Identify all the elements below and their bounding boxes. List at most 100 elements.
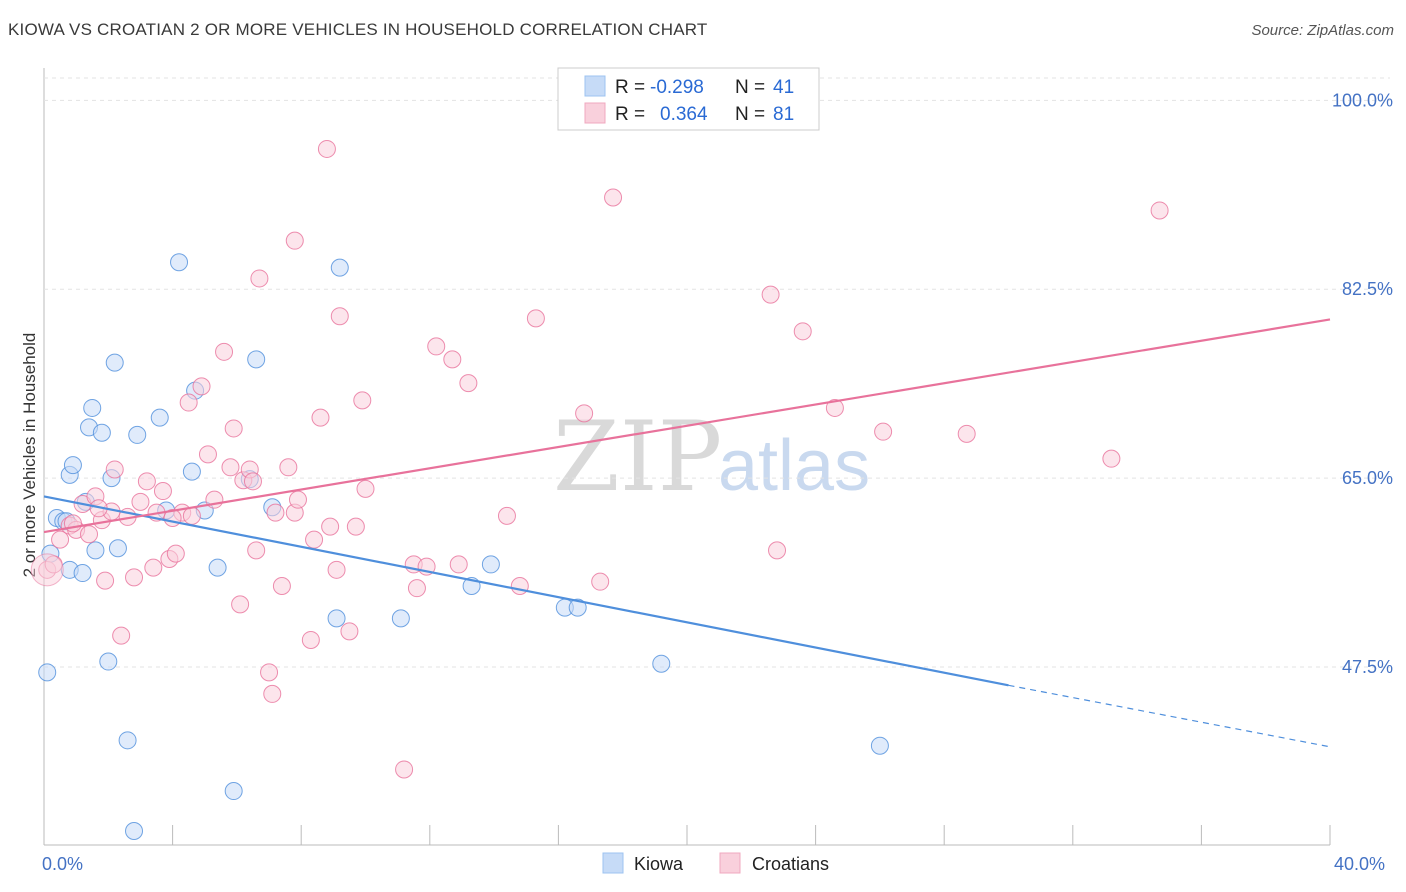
croatians-point (327, 560, 346, 579)
croatians-point (131, 492, 150, 511)
croatians-point (957, 424, 976, 443)
kiowa-point (170, 253, 189, 272)
croatians-point (105, 460, 124, 479)
series-legend: Kiowa Croatians (602, 852, 829, 874)
croatians-point (459, 374, 478, 393)
croatians-point (330, 307, 349, 326)
croatians-point (427, 337, 446, 356)
kiowa-point (182, 462, 201, 481)
legend-r-label: R = (615, 104, 645, 125)
croatians-point-cluster (30, 553, 64, 587)
croatians-point (182, 506, 201, 525)
croatians-point (1150, 201, 1169, 220)
croatians-point (144, 558, 163, 577)
legend-swatch-croatians (584, 102, 606, 124)
croatians-point (153, 482, 172, 501)
croatians-point (321, 517, 340, 536)
chart-title: KIOWA VS CROATIAN 2 OR MORE VEHICLES IN … (8, 20, 708, 39)
bottom-legend-label-kiowa: Kiowa (634, 854, 684, 874)
croatians-point (761, 285, 780, 304)
croatians-point (591, 572, 610, 591)
croatians-point (166, 544, 185, 563)
watermark-atlas: atlas (718, 426, 870, 506)
kiowa-point (128, 425, 147, 444)
y-axis-title: 2 or more Vehicles in Household (20, 333, 39, 578)
croatians-point (198, 445, 217, 464)
kiowa-trend-line (43, 495, 1009, 687)
gridlines (44, 77, 1390, 668)
croatians-point (356, 479, 375, 498)
croatians-point (301, 630, 320, 649)
kiowa-point (63, 456, 82, 475)
croatians-point (179, 393, 198, 412)
kiowa-point (38, 663, 57, 682)
kiowa-point (150, 408, 169, 427)
croatians-point (231, 595, 250, 614)
croatians-point (793, 322, 812, 341)
croatians-point (526, 309, 545, 328)
bottom-legend-swatch-kiowa (602, 852, 624, 874)
croatians-point (510, 577, 529, 595)
croatians-point (346, 517, 365, 536)
kiowa-point (208, 558, 227, 577)
kiowa-point (92, 423, 111, 442)
kiowa-point (330, 258, 349, 277)
x-tick-label-max: 40.0% (1334, 854, 1385, 874)
croatians-point (266, 503, 285, 522)
croatians-point (243, 472, 262, 491)
croatians-point (311, 408, 330, 427)
croatians-point (96, 571, 115, 590)
x-ticks (43, 825, 1331, 845)
croatians-point (407, 579, 426, 598)
croatians-point (395, 760, 414, 779)
croatians-point (260, 663, 279, 682)
y-tick-label: 100.0% (1332, 90, 1393, 110)
croatians-point (340, 622, 359, 641)
x-tick-label-min: 0.0% (42, 854, 83, 874)
legend-r-label: R = (615, 77, 645, 98)
croatians-point (272, 577, 291, 595)
croatians-point (288, 490, 307, 509)
kiowa-point (327, 609, 346, 628)
croatians-point (215, 342, 234, 361)
kiowa-point (86, 541, 105, 560)
y-tick-label: 47.5% (1342, 657, 1393, 677)
croatians-point (449, 555, 468, 574)
legend-r-value-kiowa: -0.298 (650, 77, 704, 98)
kiowa-point (568, 598, 587, 617)
kiowa-point (118, 731, 137, 750)
croatians-point (192, 377, 211, 396)
stats-legend: R = -0.298 N = 41 R = 0.364 N = 81 (557, 67, 820, 131)
croatians-point (221, 458, 240, 477)
legend-n-label: N = (735, 77, 765, 98)
croatians-point (604, 188, 623, 207)
croatians-point (112, 626, 131, 645)
croatians-point (263, 684, 282, 703)
croatians-point (305, 530, 324, 549)
croatians-point (874, 422, 893, 441)
croatians-point (125, 568, 144, 587)
data-points (30, 139, 1169, 840)
croatians-point (768, 541, 787, 560)
legend-swatch-kiowa (584, 75, 606, 97)
legend-r-value-croatians: 0.364 (660, 104, 708, 125)
kiowa-point (108, 539, 127, 558)
bottom-legend-swatch-croatians (719, 852, 741, 874)
kiowa-point (247, 350, 266, 369)
kiowa-point (224, 782, 243, 801)
croatians-point (825, 398, 844, 417)
kiowa-point (481, 555, 500, 574)
legend-n-value-croatians: 81 (773, 104, 794, 125)
kiowa-point (73, 564, 92, 583)
croatians-point (80, 525, 99, 544)
croatians-point (353, 391, 372, 410)
croatians-point (285, 231, 304, 250)
source-label: Source: ZipAtlas.com (1251, 22, 1394, 39)
trend-lines (43, 318, 1331, 748)
legend-n-value-kiowa: 41 (773, 77, 794, 98)
croatians-point (279, 458, 298, 477)
croatians-point (443, 350, 462, 369)
kiowa-point (870, 736, 889, 755)
y-tick-label: 65.0% (1342, 468, 1393, 488)
